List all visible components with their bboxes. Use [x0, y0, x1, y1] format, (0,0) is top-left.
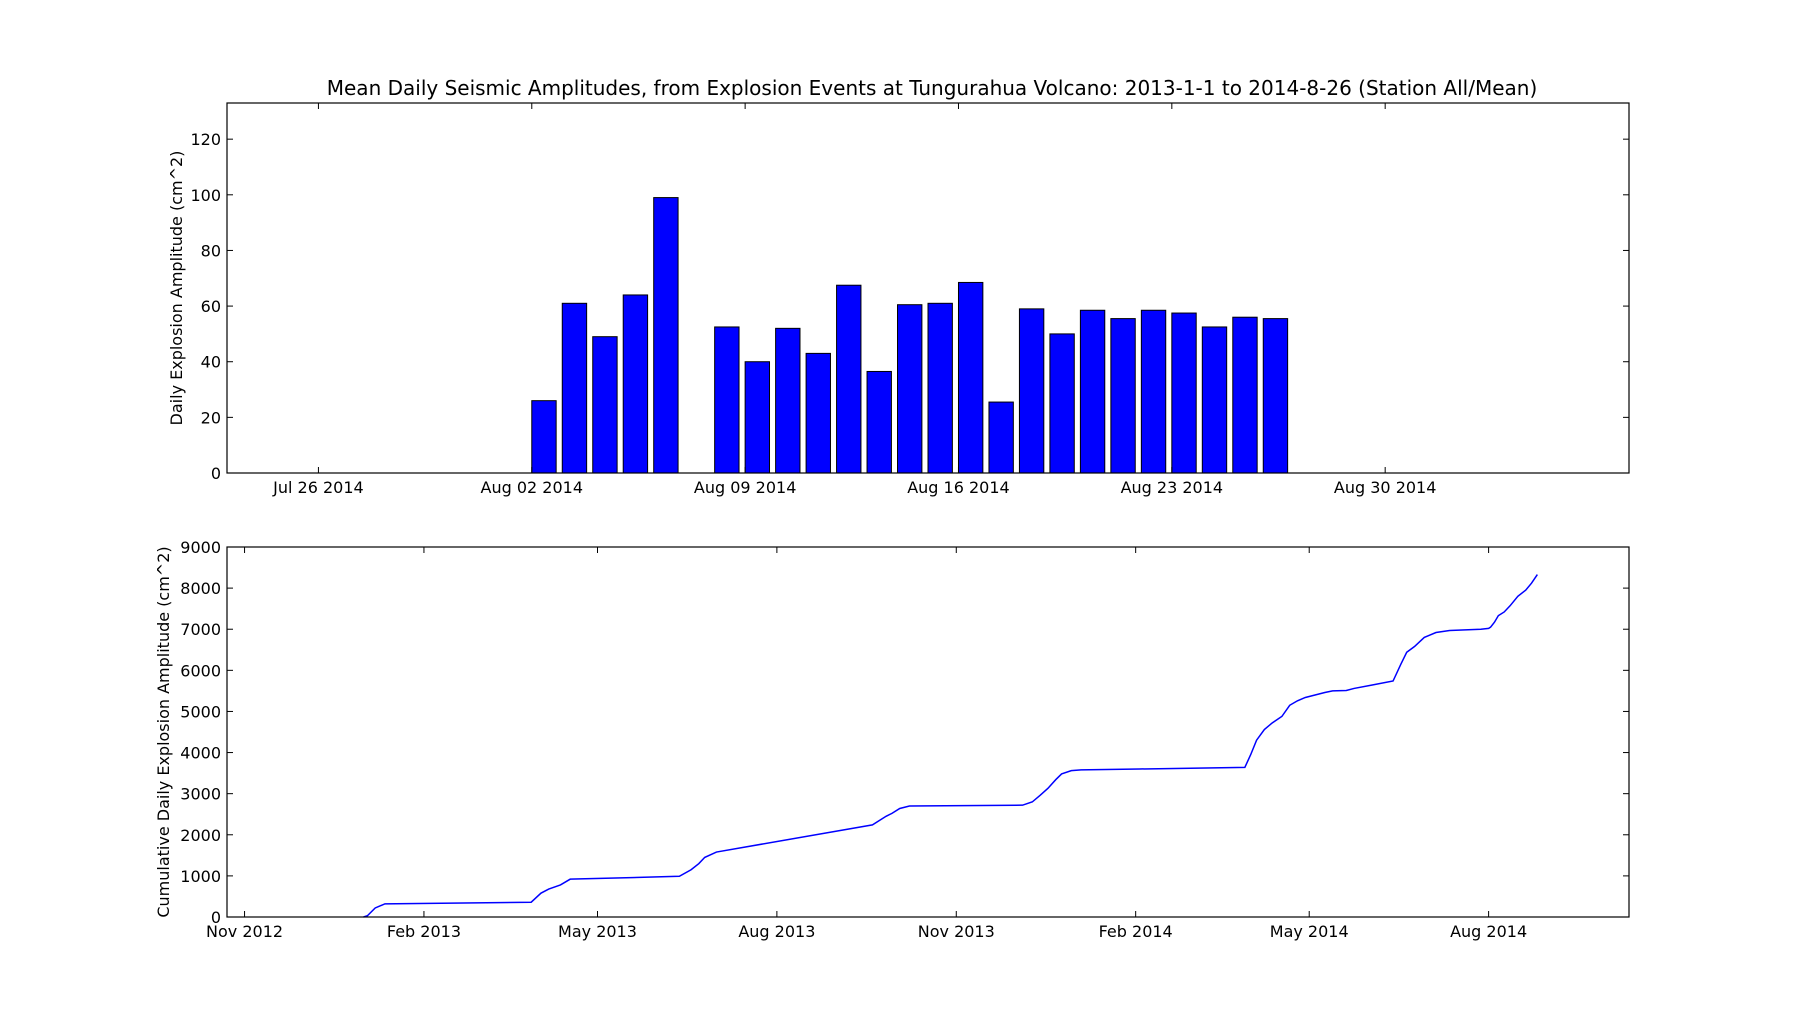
x-tick-label: Jul 26 2014	[272, 478, 364, 497]
bar-2014-08-22	[1140, 309, 1167, 474]
x-tick-label: May 2014	[1270, 922, 1349, 941]
bar-2014-08-10	[775, 327, 801, 474]
bar-2014-08-06	[653, 197, 679, 474]
cumulative-amplitude-panel: Nov 2012 Feb 2013 May 2013 Aug 2013 Nov 2013…	[154, 538, 1630, 941]
y-tick-label: 0	[211, 908, 221, 927]
bar-2014-08-13	[866, 370, 892, 474]
bar-2014-08-25	[1232, 316, 1258, 474]
y-tick-label: 4000	[180, 744, 221, 763]
bar-2014-08-05	[622, 294, 649, 474]
x-tick-label: Feb 2013	[387, 922, 461, 941]
cumulative-axis-ticks: Nov 2012 Feb 2013 May 2013 Aug 2013 Nov 2013…	[180, 538, 1629, 941]
y-tick-label: 7000	[180, 620, 221, 639]
y-tick-label: 8000	[180, 579, 221, 598]
daily-bars	[531, 197, 1289, 474]
bar-2014-08-16	[957, 281, 984, 474]
bar-2014-08-23	[1171, 312, 1197, 474]
x-tick-label: Aug 23 2014	[1121, 478, 1224, 497]
y-tick-label: 1000	[180, 867, 221, 886]
x-tick-label: Aug 30 2014	[1334, 478, 1437, 497]
bar-2014-08-15	[927, 302, 953, 474]
x-tick-label: Feb 2014	[1099, 922, 1173, 941]
bar-2014-08-14	[897, 304, 923, 474]
bar-2014-08-21	[1110, 318, 1136, 474]
x-tick-label: Nov 2013	[918, 922, 995, 941]
daily-axis-ticks: Jul 26 2014 Aug 02 2014 Aug 09 2014 Aug 16 …	[190, 103, 1629, 497]
bar-2014-08-20	[1079, 309, 1106, 474]
y-tick-label: 6000	[180, 661, 221, 680]
y-tick-label: 2000	[180, 826, 221, 845]
bar-2014-08-08	[714, 326, 740, 474]
y-tick-label: 80	[201, 241, 221, 260]
x-tick-label: Aug 2014	[1450, 922, 1527, 941]
bar-2014-08-02	[531, 400, 557, 474]
bar-2014-08-09	[744, 361, 771, 474]
x-tick-label: Nov 2012	[206, 922, 283, 941]
bar-2014-08-04	[592, 336, 618, 474]
cumulative-line	[363, 574, 1538, 918]
daily-plot-frame	[226, 102, 1630, 474]
x-tick-label: Aug 09 2014	[694, 478, 797, 497]
bar-2014-08-12	[836, 284, 862, 474]
x-tick-label: May 2013	[558, 922, 637, 941]
daily-y-axis-label: Daily Explosion Amplitude (cm^2)	[167, 151, 186, 426]
bar-2014-08-18	[1018, 308, 1045, 474]
y-tick-label: 3000	[180, 785, 221, 804]
x-tick-label: Aug 2013	[738, 922, 815, 941]
y-tick-label: 9000	[180, 538, 221, 557]
y-tick-label: 120	[190, 130, 221, 149]
bar-2014-08-17	[988, 401, 1014, 474]
x-tick-label: Aug 02 2014	[481, 478, 584, 497]
y-tick-label: 5000	[180, 702, 221, 721]
y-tick-label: 40	[201, 353, 221, 372]
bar-2014-08-26	[1262, 318, 1289, 474]
cumulative-y-axis-label: Cumulative Daily Explosion Amplitude (cm…	[154, 546, 173, 917]
bar-2014-08-24	[1201, 326, 1228, 474]
y-tick-label: 20	[201, 408, 221, 427]
x-tick-label: Aug 16 2014	[907, 478, 1010, 497]
daily-amplitude-panel: Jul 26 2014 Aug 02 2014 Aug 09 2014 Aug 16 …	[167, 102, 1630, 497]
bar-2014-08-11	[805, 352, 831, 474]
y-tick-label: 60	[201, 297, 221, 316]
bar-2014-08-19	[1049, 333, 1075, 474]
chart-title: Mean Daily Seismic Amplitudes, from Expl…	[327, 76, 1538, 100]
y-tick-label: 100	[190, 186, 221, 205]
cumulative-plot-frame	[226, 546, 1630, 918]
bar-2014-08-03	[561, 302, 588, 474]
y-tick-label: 0	[211, 464, 221, 483]
